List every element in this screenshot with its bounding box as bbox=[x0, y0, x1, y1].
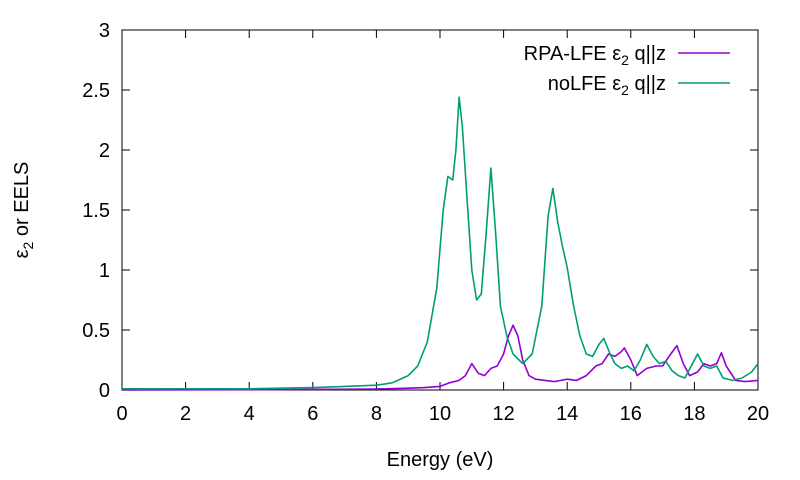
legend-label-series-2-main: noLFE ε bbox=[548, 73, 621, 95]
legend: RPA-LFE ε2 q||z noLFE ε2 q||z bbox=[524, 43, 730, 98]
y-tick-label: 1 bbox=[99, 260, 110, 282]
x-tick-label: 0 bbox=[116, 403, 127, 425]
x-tick-label: 10 bbox=[429, 403, 451, 425]
legend-label-series-1-main: RPA-LFE ε bbox=[524, 43, 622, 65]
x-axis: 0 2 4 6 8 10 12 14 16 18 20 bbox=[116, 30, 769, 425]
x-tick-label: 2 bbox=[180, 403, 191, 425]
y-tick-label: 2 bbox=[99, 140, 110, 162]
y-tick-label: 2.5 bbox=[82, 80, 110, 102]
legend-label-series-2: noLFE ε2 q||z bbox=[548, 73, 666, 98]
x-tick-label: 4 bbox=[244, 403, 255, 425]
y-tick-label: 3 bbox=[99, 20, 110, 42]
y-axis: 0 0.5 1 1.5 2 2.5 3 bbox=[82, 20, 758, 402]
legend-label-series-1-rest: q||z bbox=[629, 43, 666, 65]
series-line-2 bbox=[122, 96, 759, 390]
y-tick-label: 1.5 bbox=[82, 200, 110, 222]
y-axis-label: ε2 or EELS bbox=[11, 162, 36, 259]
y-tick-label: 0.5 bbox=[82, 320, 110, 342]
x-tick-label: 18 bbox=[683, 403, 705, 425]
x-tick-label: 20 bbox=[747, 403, 769, 425]
y-tick-label: 0 bbox=[99, 380, 110, 402]
x-axis-label: Energy (eV) bbox=[387, 449, 494, 471]
series-line-1 bbox=[121, 324, 759, 391]
y-axis-label-rest: or EELS bbox=[11, 162, 33, 242]
x-tick-label: 8 bbox=[371, 403, 382, 425]
legend-label-series-1-sub: 2 bbox=[621, 52, 629, 68]
y-axis-label-main: ε bbox=[11, 249, 33, 258]
x-tick-label: 6 bbox=[307, 403, 318, 425]
y-axis-label-sub: 2 bbox=[20, 241, 36, 249]
legend-label-series-2-sub: 2 bbox=[621, 82, 629, 98]
legend-label-series-1: RPA-LFE ε2 q||z bbox=[524, 43, 666, 68]
x-tick-label: 14 bbox=[556, 403, 578, 425]
x-tick-label: 12 bbox=[492, 403, 514, 425]
legend-label-series-2-rest: q||z bbox=[629, 73, 666, 95]
x-tick-label: 16 bbox=[620, 403, 642, 425]
series-layer bbox=[121, 96, 759, 391]
